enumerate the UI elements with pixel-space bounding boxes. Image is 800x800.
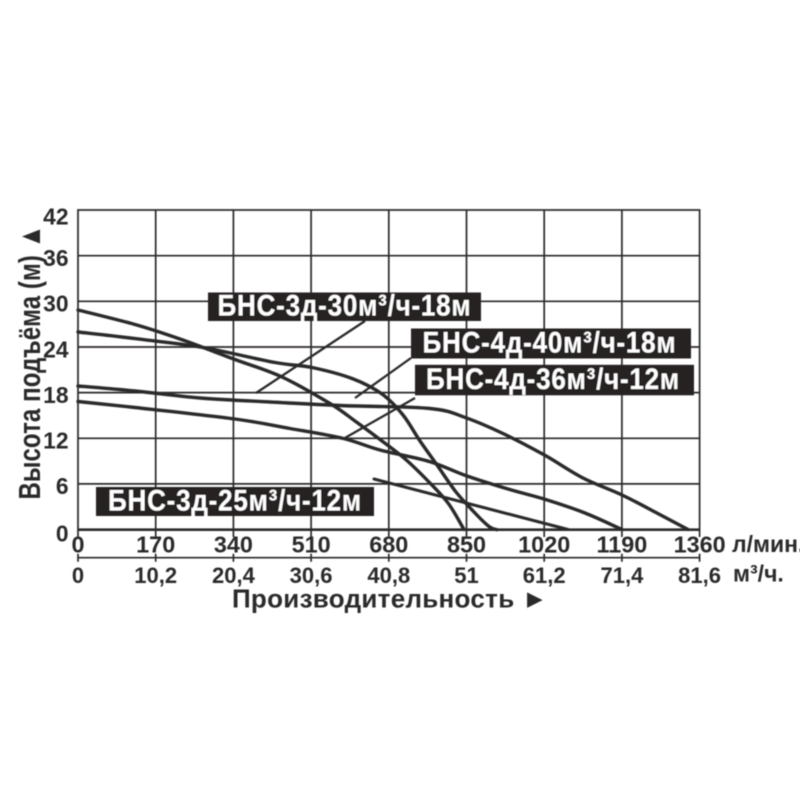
svg-text:40,8: 40,8 (367, 563, 410, 588)
svg-text:20,4: 20,4 (212, 563, 256, 588)
svg-text:30,6: 30,6 (290, 563, 333, 588)
svg-text:510: 510 (292, 532, 331, 558)
svg-text:51: 51 (454, 563, 478, 588)
svg-text:42: 42 (43, 203, 68, 229)
svg-text:Высота подъёма (м) ▲: Высота подъёма (м) ▲ (12, 224, 47, 499)
svg-text:0: 0 (72, 563, 84, 588)
svg-text:10,2: 10,2 (134, 563, 177, 588)
svg-text:1360: 1360 (674, 532, 726, 558)
svg-text:18: 18 (43, 382, 68, 408)
svg-text:1020: 1020 (518, 532, 570, 558)
svg-text:БНС-3д-25м³/ч-12м: БНС-3д-25м³/ч-12м (108, 484, 362, 517)
svg-text:680: 680 (369, 532, 408, 558)
svg-text:12: 12 (43, 428, 68, 454)
svg-text:170: 170 (136, 532, 175, 558)
svg-text:0: 0 (56, 521, 69, 547)
svg-text:6: 6 (56, 473, 69, 499)
svg-text:71,4: 71,4 (600, 563, 644, 588)
svg-text:30: 30 (43, 291, 68, 317)
svg-text:Производительность ►: Производительность ► (232, 584, 548, 614)
svg-text:36: 36 (43, 245, 68, 271)
svg-text:м³/ч.: м³/ч. (733, 560, 784, 586)
svg-text:340: 340 (214, 532, 253, 558)
svg-text:61,2: 61,2 (523, 563, 566, 588)
svg-text:0: 0 (71, 532, 84, 558)
svg-text:1190: 1190 (597, 532, 648, 558)
svg-text:850: 850 (447, 532, 486, 558)
svg-text:БНС-4д-36м³/ч-12м: БНС-4д-36м³/ч-12м (426, 362, 680, 395)
svg-text:81,6: 81,6 (678, 563, 721, 588)
svg-text:л/мин.: л/мин. (732, 531, 800, 557)
svg-text:БНС-4д-40м³/ч-18м: БНС-4д-40м³/ч-18м (423, 326, 677, 359)
svg-text:БНС-3д-30м³/ч-18м: БНС-3д-30м³/ч-18м (218, 289, 472, 322)
svg-text:24: 24 (43, 336, 69, 362)
